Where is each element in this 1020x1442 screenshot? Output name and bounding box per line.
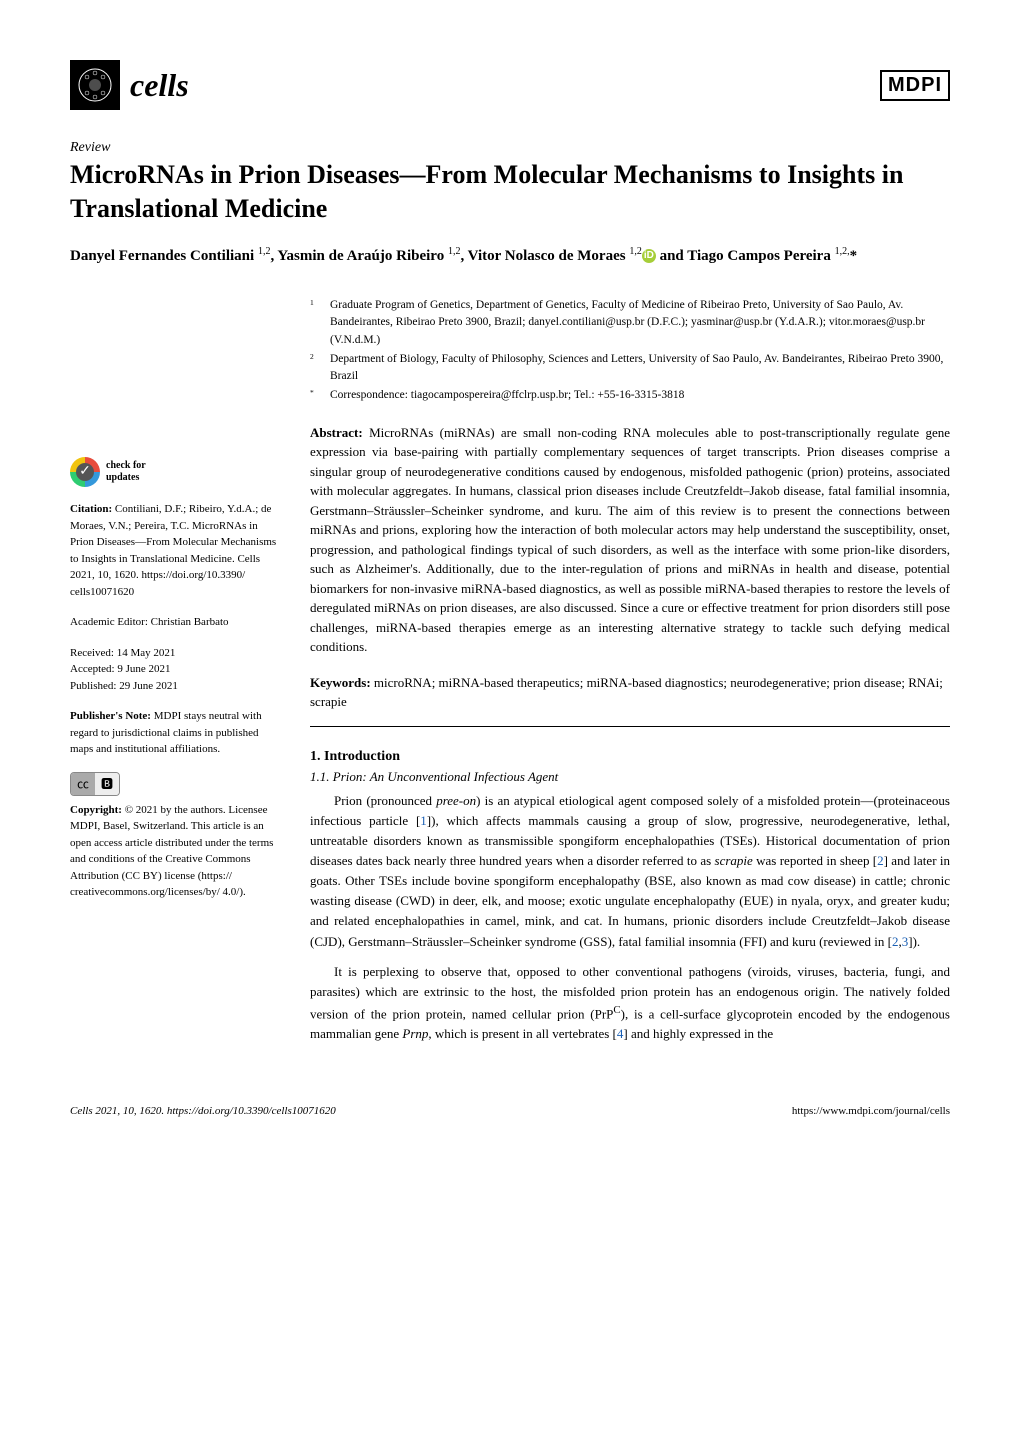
check-updates-icon: [70, 457, 100, 487]
check-updates[interactable]: check forupdates: [70, 457, 280, 487]
footer-url: https://www.mdpi.com/journal/cells: [792, 1105, 950, 1117]
journal-logo: cells: [70, 60, 189, 110]
pubnote-label: Publisher's Note:: [70, 710, 151, 722]
authors: Danyel Fernandes Contiliani 1,2, Yasmin …: [70, 244, 950, 268]
affiliations: 1Graduate Program of Genetics, Departmen…: [310, 297, 950, 405]
publisher-note-block: Publisher's Note: MDPI stays neutral wit…: [70, 708, 280, 758]
received-date: Received: 14 May 2021: [70, 645, 280, 662]
keywords-text: microRNA; miRNA-based therapeutics; miRN…: [310, 675, 943, 710]
citation-block: Citation: Contiliani, D.F.; Ribeiro, Y.d…: [70, 501, 280, 600]
body-paragraph-1: Prion (pronounced pree-on) is an atypica…: [310, 791, 950, 952]
section-heading: 1. Introduction: [310, 749, 950, 765]
citation-label: Citation:: [70, 503, 112, 515]
section-divider: [310, 726, 950, 727]
citation-text: Contiliani, D.F.; Ribeiro, Y.d.A.; de Mo…: [70, 503, 276, 598]
abstract-text: MicroRNAs (miRNAs) are small non-coding …: [310, 425, 950, 655]
page-footer: Cells 2021, 10, 1620. https://doi.org/10…: [70, 1095, 950, 1117]
copyright-label: Copyright:: [70, 804, 122, 816]
article-type: Review: [70, 140, 950, 156]
article-title: MicroRNAs in Prion Diseases—From Molecul…: [70, 158, 950, 226]
affiliation-row: *Correspondence: tiagocampospereira@ffcl…: [310, 387, 950, 404]
keywords-label: Keywords:: [310, 675, 371, 690]
keywords: Keywords: microRNA; miRNA-based therapeu…: [310, 673, 950, 712]
affiliation-row: 2Department of Biology, Faculty of Philo…: [310, 351, 950, 386]
footer-citation: Cells 2021, 10, 1620. https://doi.org/10…: [70, 1105, 336, 1117]
main-content: 1Graduate Program of Genetics, Departmen…: [310, 297, 950, 1055]
header: cells MDPI: [70, 60, 950, 110]
published-date: Published: 29 June 2021: [70, 678, 280, 695]
abstract-label: Abstract:: [310, 425, 363, 440]
by-icon: 🅱: [95, 773, 119, 795]
abstract: Abstract: MicroRNAs (miRNAs) are small n…: [310, 423, 950, 657]
sidebar: check forupdates Citation: Contiliani, D…: [70, 297, 280, 1055]
license-block: ㏄ 🅱 Copyright: © 2021 by the authors. Li…: [70, 772, 280, 901]
editor-label: Academic Editor:: [70, 616, 148, 628]
editor-name: Christian Barbato: [151, 616, 229, 628]
editor-block: Academic Editor: Christian Barbato: [70, 614, 280, 631]
dates-block: Received: 14 May 2021 Accepted: 9 June 2…: [70, 645, 280, 695]
subsection-heading: 1.1. Prion: An Unconventional Infectious…: [310, 769, 950, 785]
copyright-text: © 2021 by the authors. Licensee MDPI, Ba…: [70, 804, 273, 899]
body-paragraph-2: It is perplexing to observe that, oppose…: [310, 962, 950, 1045]
cc-icon: ㏄: [71, 773, 95, 795]
journal-icon: [70, 60, 120, 110]
cc-badge: ㏄ 🅱: [70, 772, 120, 796]
publisher-logo: MDPI: [880, 70, 950, 101]
check-updates-label: check forupdates: [106, 460, 146, 484]
journal-name: cells: [130, 67, 189, 104]
affiliation-row: 1Graduate Program of Genetics, Departmen…: [310, 297, 950, 349]
accepted-date: Accepted: 9 June 2021: [70, 661, 280, 678]
